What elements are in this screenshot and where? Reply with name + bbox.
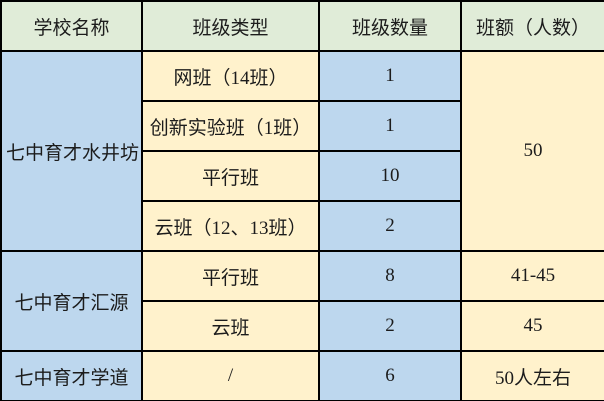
cell-class-type: 云班（12、13班） xyxy=(141,200,320,252)
cell-class-type: 云班 xyxy=(141,300,320,352)
cell-class-type: 平行班 xyxy=(141,150,320,202)
cell-school-shuijingfang: 七中育才水井坊 xyxy=(0,50,143,252)
cell-class-quantity: 8 xyxy=(318,250,462,302)
cell-class-quantity: 2 xyxy=(318,300,462,352)
cell-class-quantity: 1 xyxy=(318,50,462,102)
header-class-type: 班级类型 xyxy=(141,0,320,52)
cell-class-size: 41-45 xyxy=(460,250,604,302)
cell-class-size: 45 xyxy=(460,300,604,352)
cell-school-xuedao: 七中育才学道 xyxy=(0,350,143,401)
table-row: 云班（12、13班） 2 xyxy=(1,200,604,252)
cell-class-type: 平行班 xyxy=(141,250,320,302)
cell-class-quantity: 6 xyxy=(318,350,462,401)
header-row: 学校名称 班级类型 班级数量 班额（人数） xyxy=(0,0,604,52)
cell-class-quantity: 2 xyxy=(318,200,462,252)
table-row: 七中育才学道 / 6 50人左右 xyxy=(0,350,604,401)
cell-class-size: 50人左右 xyxy=(460,350,604,401)
cell-class-type: / xyxy=(141,350,320,401)
header-class-size: 班额（人数） xyxy=(460,0,604,52)
table-row: 云班 2 45 xyxy=(1,300,604,352)
cell-class-size: 50 xyxy=(460,50,604,252)
cell-class-quantity: 10 xyxy=(318,150,462,202)
cell-class-quantity: 1 xyxy=(318,100,462,152)
header-school-name: 学校名称 xyxy=(0,0,143,52)
cell-class-type: 网班（14班） xyxy=(141,50,320,102)
table-row: 七中育才汇源 平行班 8 41-45 xyxy=(0,250,604,352)
cell-class-type: 创新实验班（1班） xyxy=(141,100,320,152)
table-row: 创新实验班（1班） 1 xyxy=(1,100,604,152)
cell-school-huiyuan: 七中育才汇源 xyxy=(0,250,143,352)
table-row: 平行班 10 xyxy=(1,150,604,202)
table-row: 七中育才水井坊 网班（14班） 1 50 xyxy=(0,50,604,252)
header-class-quantity: 班级数量 xyxy=(318,0,462,52)
